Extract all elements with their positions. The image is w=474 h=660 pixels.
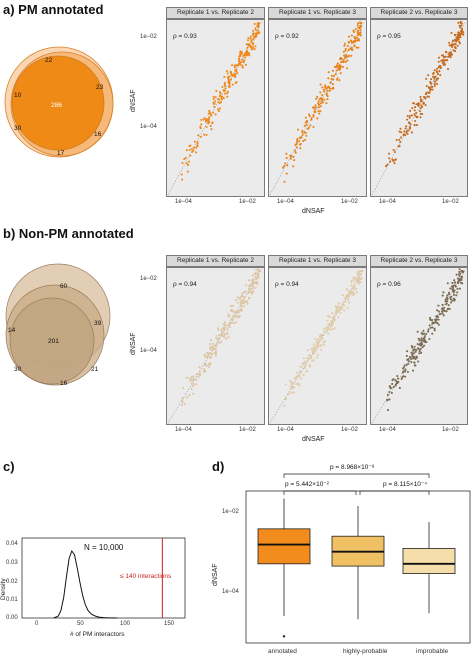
y-tick-label: 0.03 — [6, 560, 18, 566]
venn-b-label: 16 — [60, 380, 68, 387]
venn-a-label: 10 — [14, 92, 22, 99]
x-tick-label: 1e−02 — [442, 199, 459, 205]
venn-b-label: 30 — [14, 366, 22, 373]
x-category-label: improbable — [416, 648, 449, 655]
box-body — [257, 528, 311, 565]
y-tick-label: 0.04 — [6, 541, 18, 547]
venn-a-label: 22 — [45, 57, 53, 64]
venn-a-label: 16 — [94, 131, 102, 138]
x-tick-label: 100 — [120, 621, 131, 627]
facet-b-1 — [166, 267, 265, 425]
bracket-left — [283, 490, 357, 495]
venn-a-label: 23 — [96, 84, 104, 91]
venn-b-circle-1 — [5, 263, 111, 369]
facet-strip: Replicate 1 vs. Replicate 2 — [166, 255, 265, 267]
box-outlier — [282, 635, 286, 638]
venn-a-label: 17 — [57, 150, 65, 157]
p-value-top: p = 8.968×10⁻⁸ — [330, 464, 375, 471]
x-tick-label: 1e−02 — [239, 199, 256, 205]
venn-b-label: 39 — [94, 320, 102, 327]
facet-a-3 — [370, 19, 468, 197]
boxplot-frame — [245, 490, 471, 644]
y-axis-label: Density — [0, 578, 7, 600]
x-tick-label: 1e−04 — [379, 199, 396, 205]
x-tick-label: 1e−02 — [239, 427, 256, 433]
x-axis-label: dNSAF — [302, 436, 325, 443]
x-tick-label: 1e−04 — [277, 199, 294, 205]
venn-b-center: 201 — [48, 338, 59, 345]
x-tick-label: 1e−04 — [277, 427, 294, 433]
rho-label: ρ = 0.94 — [173, 281, 197, 288]
x-tick-label: 150 — [164, 621, 175, 627]
venn-a-center: 286 — [51, 102, 62, 109]
y-axis-label: dNSAF — [130, 332, 137, 355]
density-n-label: N = 10,000 — [84, 543, 124, 552]
x-category-label: annotated — [268, 648, 297, 655]
panel-a-title: a) PM annotated — [3, 2, 104, 17]
p-value-left: p = 5.442×10⁻² — [285, 481, 329, 488]
venn-a-label: 30 — [14, 125, 22, 132]
y-tick-label: 0.01 — [6, 597, 18, 603]
y-tick-label: 1e−04 — [140, 124, 157, 130]
y-tick-label: 1e−04 — [140, 348, 157, 354]
panel-d-title: d) — [212, 459, 225, 474]
facet-strip: Replicate 1 vs. Replicate 3 — [268, 255, 367, 267]
bracket-top — [283, 473, 430, 478]
y-tick-label: 1e−02 — [140, 34, 157, 40]
rho-label: ρ = 0.93 — [173, 33, 197, 40]
x-tick-label: 50 — [77, 621, 84, 627]
density-red-label: ≤ 140 interactions — [120, 573, 172, 580]
facet-strip: Replicate 2 vs. Replicate 3 — [370, 255, 468, 267]
x-tick-label: 1e−02 — [442, 427, 459, 433]
facet-a-1 — [166, 19, 265, 197]
venn-a-circle-2 — [10, 51, 114, 157]
venn-b-label: 14 — [8, 327, 16, 334]
x-axis-label: dNSAF — [302, 208, 325, 215]
facet-b-3 — [370, 267, 468, 425]
venn-b-label: 60 — [60, 283, 68, 290]
panel-c-title: c) — [3, 459, 15, 474]
x-category-label: highly-probable — [343, 648, 388, 655]
y-tick-label: 1e−02 — [222, 509, 239, 515]
rho-label: ρ = 0.96 — [377, 281, 401, 288]
rho-label: ρ = 0.95 — [377, 33, 401, 40]
box-body — [331, 535, 385, 567]
y-tick-label: 1e−04 — [222, 589, 239, 595]
y-axis-label: dNSAF — [212, 563, 219, 586]
rho-label: ρ = 0.92 — [275, 33, 299, 40]
bracket-right — [359, 490, 430, 495]
facet-strip: Replicate 2 vs. Replicate 3 — [370, 7, 468, 19]
facet-b-2 — [268, 267, 367, 425]
box-body — [402, 548, 456, 574]
facet-strip: Replicate 1 vs. Replicate 3 — [268, 7, 367, 19]
x-tick-label: 1e−02 — [341, 427, 358, 433]
rho-label: ρ = 0.94 — [275, 281, 299, 288]
y-axis-label: dNSAF — [130, 89, 137, 112]
x-tick-label: 1e−04 — [175, 427, 192, 433]
facet-a-2 — [268, 19, 367, 197]
y-tick-label: 1e−02 — [140, 276, 157, 282]
x-axis-label: # of PM interactors — [70, 631, 125, 638]
x-tick-label: 1e−04 — [379, 427, 396, 433]
facet-strip: Replicate 1 vs. Replicate 2 — [166, 7, 265, 19]
y-tick-label: 0.00 — [6, 615, 18, 621]
y-tick-label: 0.02 — [6, 579, 18, 585]
venn-b-label: 21 — [91, 366, 99, 373]
panel-b-title: b) Non-PM annotated — [3, 226, 134, 241]
x-tick-label: 0 — [35, 621, 39, 627]
p-value-right: p = 8.115×10⁻⁴ — [383, 481, 428, 488]
x-tick-label: 1e−02 — [341, 199, 358, 205]
density-curve — [53, 549, 118, 619]
x-tick-label: 1e−04 — [175, 199, 192, 205]
